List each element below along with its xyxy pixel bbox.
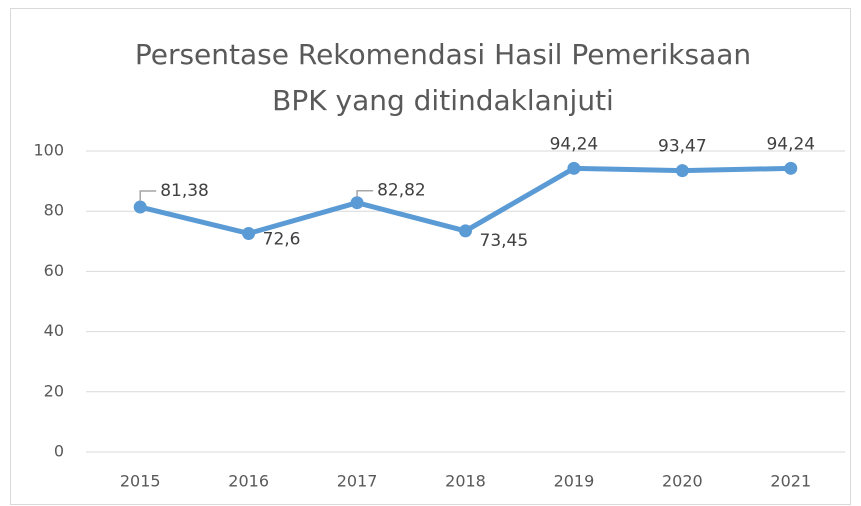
data-point bbox=[675, 164, 689, 178]
x-tick-label: 2019 bbox=[554, 472, 595, 491]
y-tick-label: 20 bbox=[44, 381, 64, 400]
data-point bbox=[242, 226, 256, 240]
data-label: 94,24 bbox=[550, 134, 599, 154]
data-label: 93,47 bbox=[658, 137, 707, 157]
x-tick-label: 2015 bbox=[120, 472, 161, 491]
y-tick-label: 80 bbox=[44, 201, 64, 220]
x-tick-label: 2017 bbox=[337, 472, 378, 491]
data-label: 94,24 bbox=[766, 134, 815, 154]
x-tick-label: 2018 bbox=[445, 472, 486, 491]
y-tick-label: 100 bbox=[33, 141, 64, 160]
data-label: 82,82 bbox=[377, 181, 426, 201]
leader-line bbox=[356, 189, 374, 197]
y-tick-label: 60 bbox=[44, 261, 64, 280]
data-point bbox=[784, 161, 798, 175]
data-label: 81,38 bbox=[160, 181, 209, 201]
data-point bbox=[567, 161, 581, 175]
x-tick-label: 2021 bbox=[770, 472, 811, 491]
data-point bbox=[133, 200, 147, 214]
x-tick-label: 2016 bbox=[228, 472, 269, 491]
y-tick-label: 40 bbox=[44, 321, 64, 340]
data-label: 73,45 bbox=[480, 231, 529, 251]
data-label: 72,6 bbox=[263, 229, 301, 249]
chart-border bbox=[10, 8, 851, 505]
data-point bbox=[350, 196, 364, 210]
y-tick-label: 0 bbox=[54, 442, 64, 461]
data-point bbox=[459, 224, 472, 238]
chart-title: Persentase Rekomendasi Hasil Pemeriksaan bbox=[135, 38, 751, 71]
x-tick-label: 2020 bbox=[662, 472, 703, 491]
leader-line bbox=[139, 190, 157, 202]
chart-title: BPK yang ditindaklanjuti bbox=[272, 84, 614, 117]
